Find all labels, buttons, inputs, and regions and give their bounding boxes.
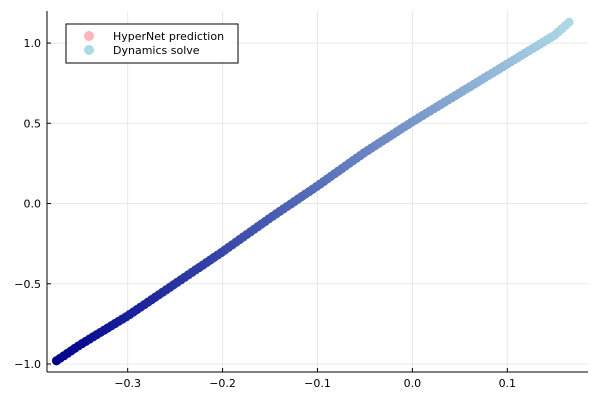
- x-tick-label: 0.1: [499, 377, 517, 390]
- legend: HyperNet prediction Dynamics solve: [65, 23, 239, 64]
- data-points: [51, 17, 574, 366]
- legend-label-dynamics: Dynamics solve: [113, 44, 200, 57]
- legend-marker-hypernet: [84, 31, 94, 41]
- y-tick-label: 0.5: [24, 117, 42, 130]
- y-tick-label: −0.5: [14, 278, 41, 291]
- x-tick-label: −0.3: [114, 377, 141, 390]
- y-tick-label: −1.0: [14, 358, 41, 371]
- x-tick-label: −0.2: [209, 377, 236, 390]
- ticks: −0.3 −0.2 −0.1 0.0 0.1 −1.0 −0.5 0.0 0.5 1.0: [14, 37, 516, 390]
- y-tick-label: 0.0: [24, 198, 42, 211]
- scatter-point: [564, 17, 574, 27]
- legend-label-hypernet: HyperNet prediction: [113, 30, 224, 43]
- grid: [47, 11, 588, 372]
- legend-box: [65, 23, 239, 64]
- x-tick-label: −0.1: [304, 377, 331, 390]
- x-tick-label: 0.0: [404, 377, 422, 390]
- legend-marker-dynamics: [84, 45, 94, 55]
- y-tick-label: 1.0: [24, 37, 42, 50]
